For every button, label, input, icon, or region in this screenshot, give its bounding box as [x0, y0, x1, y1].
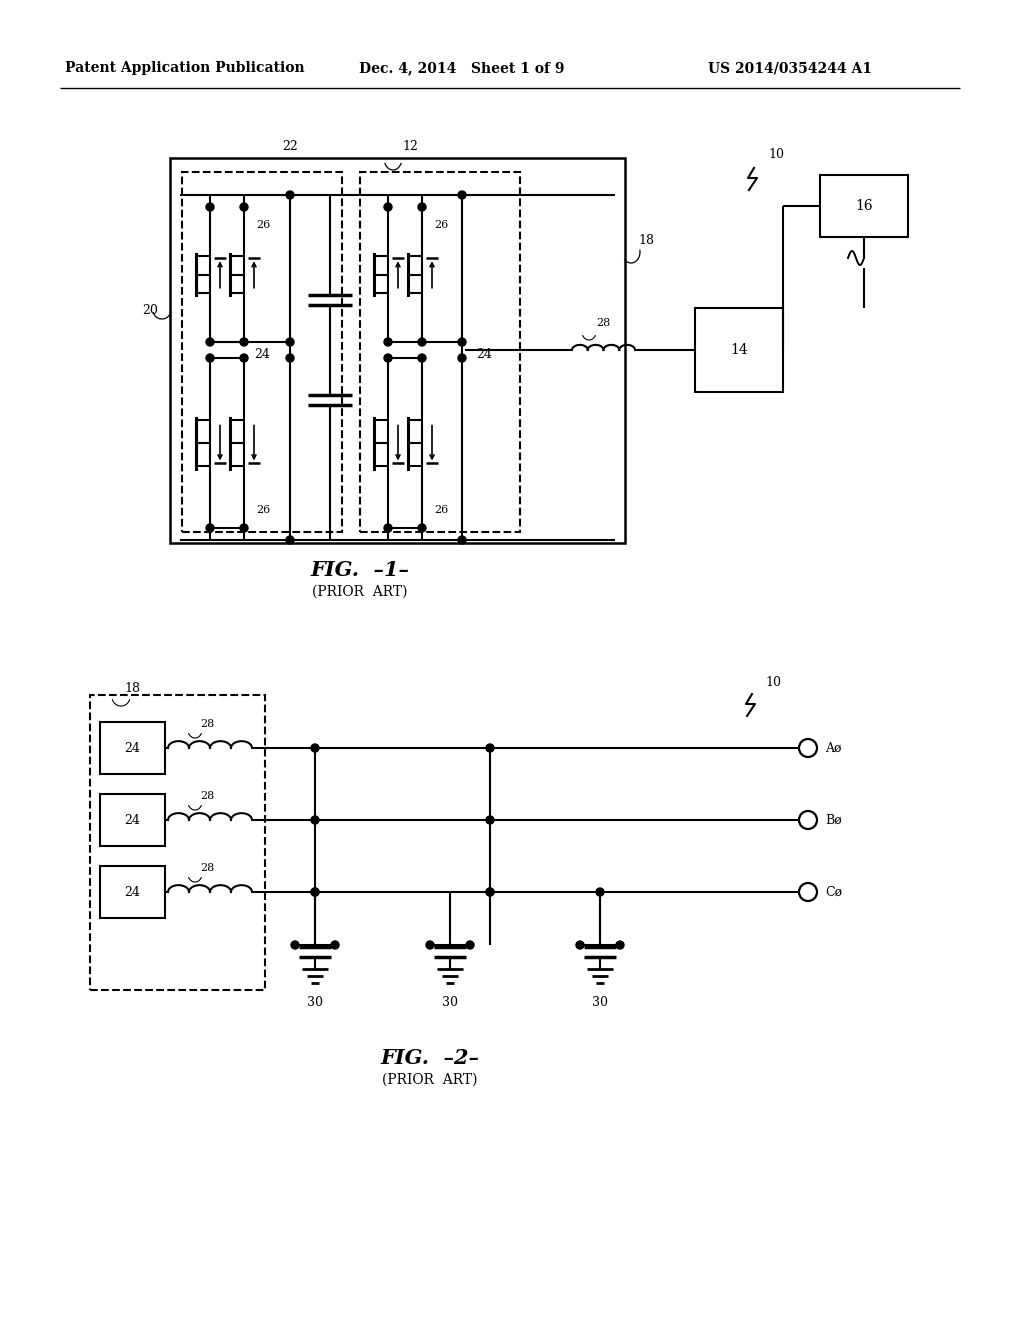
Text: 26: 26	[434, 506, 449, 515]
Circle shape	[240, 338, 248, 346]
Text: Aø: Aø	[825, 742, 842, 755]
Text: 24: 24	[254, 348, 270, 362]
Bar	[100, 795, 165, 846]
Circle shape	[596, 888, 604, 896]
Bar	[100, 722, 165, 774]
Circle shape	[331, 941, 339, 949]
Circle shape	[311, 888, 319, 896]
Circle shape	[486, 888, 494, 896]
Text: Cø: Cø	[825, 886, 842, 899]
Text: 18: 18	[638, 234, 654, 247]
Circle shape	[311, 744, 319, 752]
Bar	[100, 866, 165, 917]
Circle shape	[286, 354, 294, 362]
Bar	[360, 172, 520, 532]
Text: US 2014/0354244 A1: US 2014/0354244 A1	[708, 61, 872, 75]
Circle shape	[384, 354, 392, 362]
Circle shape	[616, 941, 624, 949]
Circle shape	[799, 739, 817, 756]
Circle shape	[418, 524, 426, 532]
Bar	[170, 158, 625, 543]
Text: 18: 18	[124, 681, 140, 694]
Circle shape	[486, 816, 494, 824]
Text: 28: 28	[596, 318, 610, 327]
Text: FIG.  –2–: FIG. –2–	[381, 1048, 479, 1068]
Circle shape	[311, 816, 319, 824]
Text: 28: 28	[200, 791, 214, 801]
Circle shape	[286, 338, 294, 346]
Circle shape	[286, 191, 294, 199]
Text: 10: 10	[765, 676, 781, 689]
Bar	[182, 172, 342, 532]
Circle shape	[291, 941, 299, 949]
Circle shape	[486, 744, 494, 752]
Bar	[90, 696, 265, 990]
Circle shape	[418, 338, 426, 346]
Text: Dec. 4, 2014   Sheet 1 of 9: Dec. 4, 2014 Sheet 1 of 9	[359, 61, 565, 75]
Circle shape	[458, 536, 466, 544]
Text: FIG.  –1–: FIG. –1–	[310, 560, 410, 579]
Text: 22: 22	[283, 140, 298, 153]
Circle shape	[466, 941, 474, 949]
Text: Bø: Bø	[825, 813, 842, 826]
Circle shape	[458, 354, 466, 362]
Text: 30: 30	[592, 995, 608, 1008]
Circle shape	[240, 203, 248, 211]
Circle shape	[240, 524, 248, 532]
Text: 20: 20	[142, 304, 158, 317]
Text: 24: 24	[476, 348, 492, 362]
Text: (PRIOR  ART): (PRIOR ART)	[312, 585, 408, 599]
Circle shape	[486, 888, 494, 896]
Text: 26: 26	[434, 220, 449, 230]
Text: 28: 28	[200, 719, 214, 729]
Text: (PRIOR  ART): (PRIOR ART)	[382, 1073, 478, 1086]
Text: 24: 24	[124, 742, 140, 755]
Bar	[695, 308, 783, 392]
Circle shape	[458, 338, 466, 346]
Text: 24: 24	[124, 813, 140, 826]
Text: 16: 16	[855, 199, 872, 213]
Circle shape	[418, 354, 426, 362]
Circle shape	[206, 354, 214, 362]
Text: Patent Application Publication: Patent Application Publication	[66, 61, 305, 75]
Circle shape	[799, 810, 817, 829]
Circle shape	[458, 191, 466, 199]
Circle shape	[426, 941, 434, 949]
Text: 10: 10	[768, 149, 784, 161]
Circle shape	[384, 524, 392, 532]
Circle shape	[384, 338, 392, 346]
Circle shape	[575, 941, 584, 949]
Circle shape	[286, 536, 294, 544]
Circle shape	[384, 203, 392, 211]
Circle shape	[206, 338, 214, 346]
Circle shape	[206, 203, 214, 211]
Text: 30: 30	[307, 995, 323, 1008]
Circle shape	[240, 354, 248, 362]
Text: 26: 26	[256, 506, 270, 515]
Circle shape	[206, 524, 214, 532]
Text: 28: 28	[200, 863, 214, 873]
Circle shape	[311, 888, 319, 896]
Text: 14: 14	[730, 343, 748, 356]
Text: 30: 30	[442, 995, 458, 1008]
Circle shape	[799, 883, 817, 902]
Text: 24: 24	[124, 886, 140, 899]
Bar	[820, 176, 908, 238]
Circle shape	[418, 203, 426, 211]
Text: 26: 26	[256, 220, 270, 230]
Text: 12: 12	[402, 140, 418, 153]
